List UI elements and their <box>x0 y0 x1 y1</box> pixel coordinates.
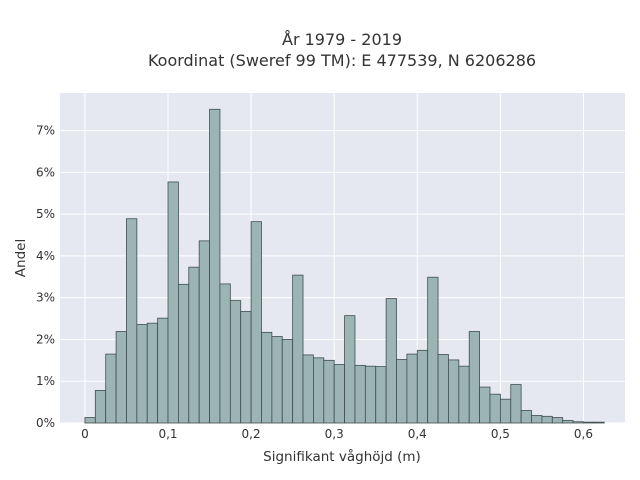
histogram-bar <box>261 331 273 424</box>
chart-title: År 1979 - 2019 Koordinat (Sweref 99 TM):… <box>148 30 536 70</box>
histogram-bar <box>94 390 107 424</box>
histogram-bar <box>551 417 564 424</box>
histogram-bar <box>105 353 117 424</box>
histogram-bar <box>541 415 553 424</box>
y-tick-label: 0% <box>36 416 55 430</box>
histogram-bar <box>157 317 169 424</box>
histogram-bar <box>126 218 138 424</box>
y-tick-label: 4% <box>36 249 55 263</box>
histogram-bar <box>219 283 231 424</box>
histogram-bar <box>240 311 252 424</box>
histogram-bar <box>313 357 325 424</box>
histogram-bar <box>520 410 532 424</box>
histogram-bar <box>448 359 460 424</box>
histogram-bar <box>115 331 127 424</box>
histogram-bar <box>562 420 574 424</box>
histogram-bar <box>136 324 148 424</box>
histogram-bar <box>167 181 179 424</box>
histogram-bar <box>531 415 543 424</box>
histogram-bar <box>364 365 377 424</box>
histogram-bar <box>396 359 408 424</box>
histogram-bar <box>302 354 314 424</box>
histogram-bar <box>333 364 345 424</box>
x-tick-label: 0,2 <box>242 427 261 441</box>
histogram-bar <box>572 421 584 424</box>
histogram-bar <box>499 398 512 424</box>
histogram-bar <box>427 276 439 424</box>
y-tick-label: 7% <box>36 124 55 138</box>
x-axis-label: Signifikant våghöjd (m) <box>263 448 421 465</box>
y-tick-label: 5% <box>36 207 55 221</box>
histogram-bar <box>188 266 200 424</box>
y-tick-label: 2% <box>36 332 55 346</box>
x-tick-label: 0,4 <box>408 427 427 441</box>
histogram-bar <box>209 108 221 424</box>
histogram-bars <box>84 108 605 424</box>
histogram-bar <box>281 339 294 424</box>
histogram-bar <box>593 421 605 424</box>
x-tick-label: 0,1 <box>158 427 177 441</box>
y-tick-label: 1% <box>36 374 55 388</box>
histogram-bar <box>250 221 262 424</box>
histogram-bar <box>271 336 283 424</box>
histogram-bar <box>375 366 387 424</box>
histogram-bar <box>198 240 210 424</box>
histogram-bar <box>385 298 397 424</box>
histogram-bar <box>489 393 501 424</box>
y-tick-label: 3% <box>36 291 55 305</box>
histogram-bar <box>84 417 96 424</box>
histogram-bar <box>229 300 242 424</box>
y-axis-label: Andel <box>13 239 29 277</box>
histogram-bar <box>292 274 304 424</box>
x-axis-tick-labels: 0 0,1 0,2 0,3 0,4 0,5 0,6 <box>81 427 593 441</box>
histogram-bar <box>146 322 159 424</box>
histogram-bar <box>583 421 595 424</box>
chart-title-line-1: År 1979 - 2019 <box>282 30 402 49</box>
y-axis-tick-labels: 0% 1% 2% 3% 4% 5% 6% 7% <box>36 124 55 430</box>
histogram-bar <box>458 365 470 424</box>
histogram-bar <box>468 331 480 424</box>
histogram-bar <box>354 364 366 424</box>
histogram-bar <box>416 349 429 424</box>
histogram-bar <box>510 384 522 424</box>
x-tick-label: 0,5 <box>491 427 510 441</box>
histogram-bar <box>178 283 190 424</box>
chart-title-line-2: Koordinat (Sweref 99 TM): E 477539, N 62… <box>148 51 536 70</box>
histogram-bar <box>344 315 356 424</box>
histogram-bar <box>437 354 449 424</box>
histogram-bar <box>323 359 335 424</box>
x-tick-label: 0,6 <box>574 427 593 441</box>
x-tick-label: 0 <box>81 427 89 441</box>
y-tick-label: 6% <box>36 165 55 179</box>
x-tick-label: 0,3 <box>325 427 344 441</box>
histogram-bar <box>406 353 418 424</box>
histogram-bar <box>479 386 491 424</box>
